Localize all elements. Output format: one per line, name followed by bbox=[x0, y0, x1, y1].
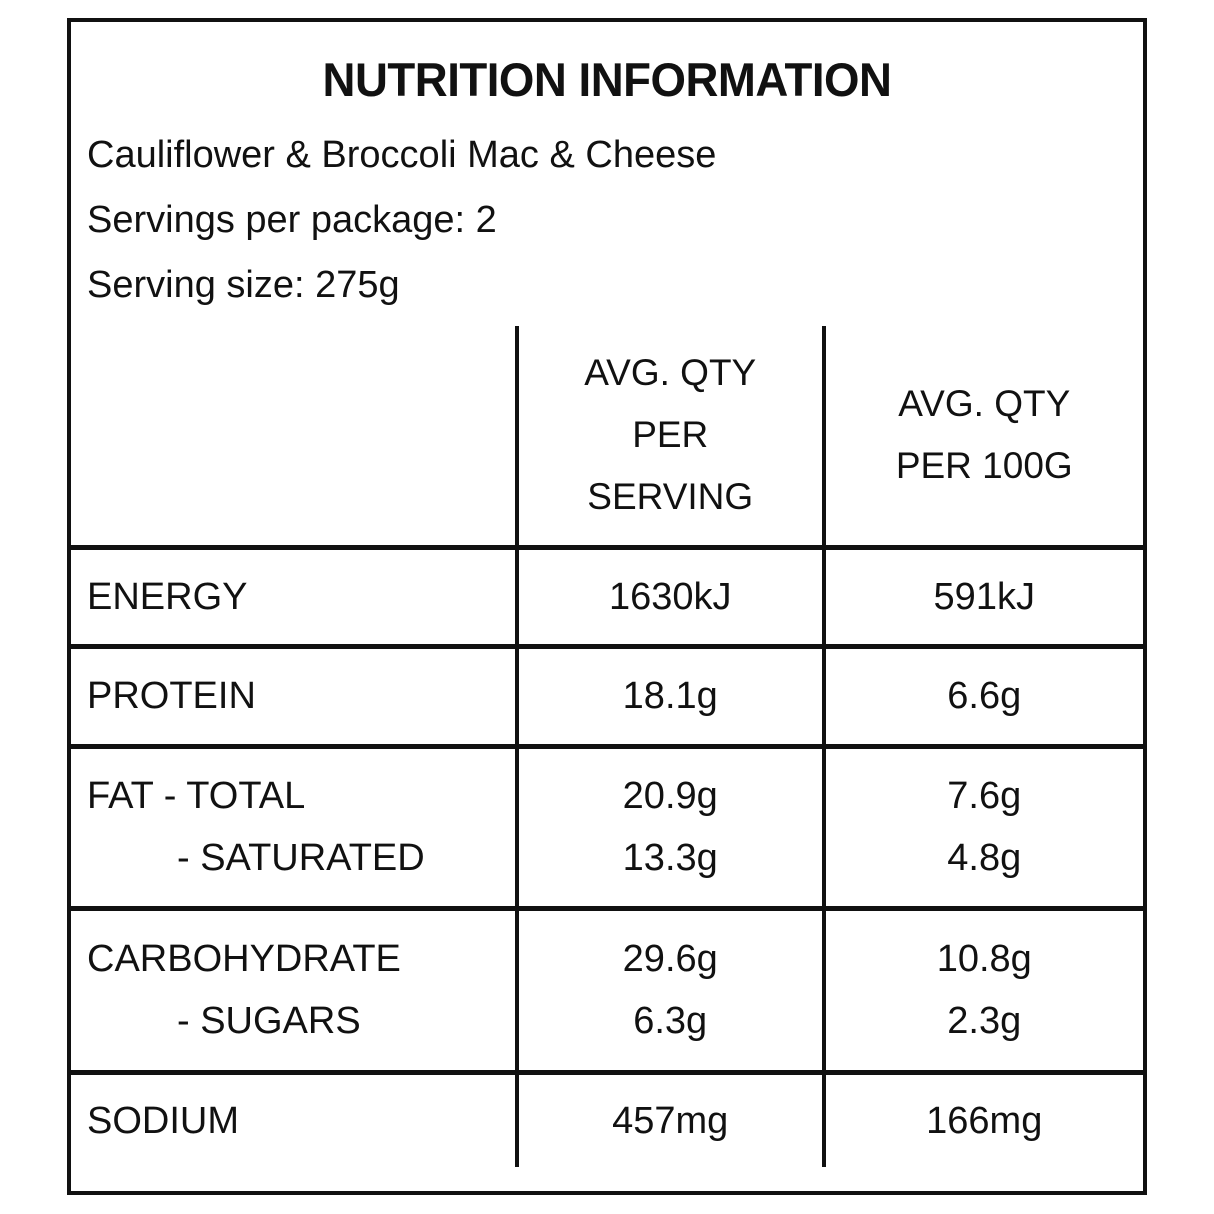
table-row-carbohydrate: CARBOHYDRATE - SUGARS 29.6g 6.3g 10.8g 2… bbox=[71, 905, 1143, 1074]
per-serving-header-line: AVG. QTY bbox=[584, 352, 757, 394]
per-100g-value: 591kJ bbox=[933, 575, 1035, 618]
per-100g-subvalue: 4.8g bbox=[947, 837, 1022, 879]
row-label-cell: CARBOHYDRATE - SUGARS bbox=[71, 905, 519, 1074]
row-label: FAT - TOTAL bbox=[87, 775, 306, 817]
per-100g-subvalue: 2.3g bbox=[947, 1000, 1022, 1042]
table-header-row: AVG. QTY PER SERVING AVG. QTY PER 100G bbox=[71, 326, 1143, 549]
empty-header-cell bbox=[71, 326, 519, 549]
per-serving-header-line: SERVING bbox=[587, 476, 754, 518]
product-name: Cauliflower & Broccoli Mac & Cheese bbox=[87, 134, 717, 176]
row-label-cell: PROTEIN bbox=[71, 643, 519, 748]
table-row-energy: ENERGY 1630kJ 591kJ bbox=[71, 544, 1143, 648]
per-serving-header-cell: AVG. QTY PER SERVING bbox=[514, 326, 826, 549]
per-100g-value: 7.6g bbox=[947, 775, 1022, 817]
per-serving-value: 29.6g bbox=[622, 938, 718, 980]
per-serving-cell: 29.6g 6.3g bbox=[514, 905, 826, 1074]
per-serving-value: 18.1g bbox=[622, 675, 718, 717]
per-100g-cell: 166mg bbox=[821, 1069, 1143, 1167]
per-100g-header-cell: AVG. QTY PER 100G bbox=[821, 326, 1143, 549]
servings-per-package: Servings per package: 2 bbox=[87, 199, 497, 241]
per-100g-cell: 7.6g 4.8g bbox=[821, 743, 1143, 910]
nutrition-table: AVG. QTY PER SERVING AVG. QTY PER 100G E… bbox=[71, 326, 1143, 1167]
table-row-protein: PROTEIN 18.1g 6.6g bbox=[71, 643, 1143, 748]
per-serving-cell: 1630kJ bbox=[514, 544, 826, 648]
per-serving-cell: 457mg bbox=[514, 1069, 826, 1167]
per-100g-cell: 10.8g 2.3g bbox=[821, 905, 1143, 1074]
per-100g-value: 6.6g bbox=[947, 675, 1022, 717]
per-100g-cell: 591kJ bbox=[821, 544, 1143, 648]
per-100g-cell: 6.6g bbox=[821, 643, 1143, 748]
per-serving-header-line: PER bbox=[632, 414, 709, 456]
label-title: NUTRITION INFORMATION bbox=[322, 53, 892, 106]
row-label: SODIUM bbox=[87, 1099, 239, 1142]
table-row-fat: FAT - TOTAL - SATURATED 20.9g 13.3g 7.6g… bbox=[71, 743, 1143, 910]
per-100g-value: 166mg bbox=[926, 1099, 1043, 1142]
per-serving-subvalue: 6.3g bbox=[633, 1000, 708, 1042]
per-serving-cell: 20.9g 13.3g bbox=[514, 743, 826, 910]
per-100g-value: 10.8g bbox=[936, 938, 1032, 980]
serving-size: Serving size: 275g bbox=[87, 264, 400, 306]
row-label: ENERGY bbox=[87, 575, 248, 618]
row-sublabel: - SATURATED bbox=[177, 837, 425, 879]
per-100g-header-line: PER 100G bbox=[895, 445, 1073, 487]
per-serving-value: 1630kJ bbox=[608, 575, 732, 618]
per-100g-header-line: AVG. QTY bbox=[898, 383, 1071, 425]
row-sublabel: - SUGARS bbox=[177, 1000, 361, 1042]
per-serving-value: 20.9g bbox=[622, 775, 718, 817]
nutrition-label-panel: NUTRITION INFORMATION Cauliflower & Broc… bbox=[67, 18, 1147, 1195]
per-serving-value: 457mg bbox=[612, 1099, 729, 1142]
per-serving-cell: 18.1g bbox=[514, 643, 826, 748]
label-header: NUTRITION INFORMATION Cauliflower & Broc… bbox=[71, 22, 1143, 326]
row-label-cell: ENERGY bbox=[71, 544, 519, 648]
row-label: CARBOHYDRATE bbox=[87, 938, 401, 980]
per-serving-subvalue: 13.3g bbox=[622, 837, 718, 879]
row-label-cell: SODIUM bbox=[71, 1069, 519, 1167]
table-row-sodium: SODIUM 457mg 166mg bbox=[71, 1069, 1143, 1167]
row-label-cell: FAT - TOTAL - SATURATED bbox=[71, 743, 519, 910]
row-label: PROTEIN bbox=[87, 675, 256, 717]
